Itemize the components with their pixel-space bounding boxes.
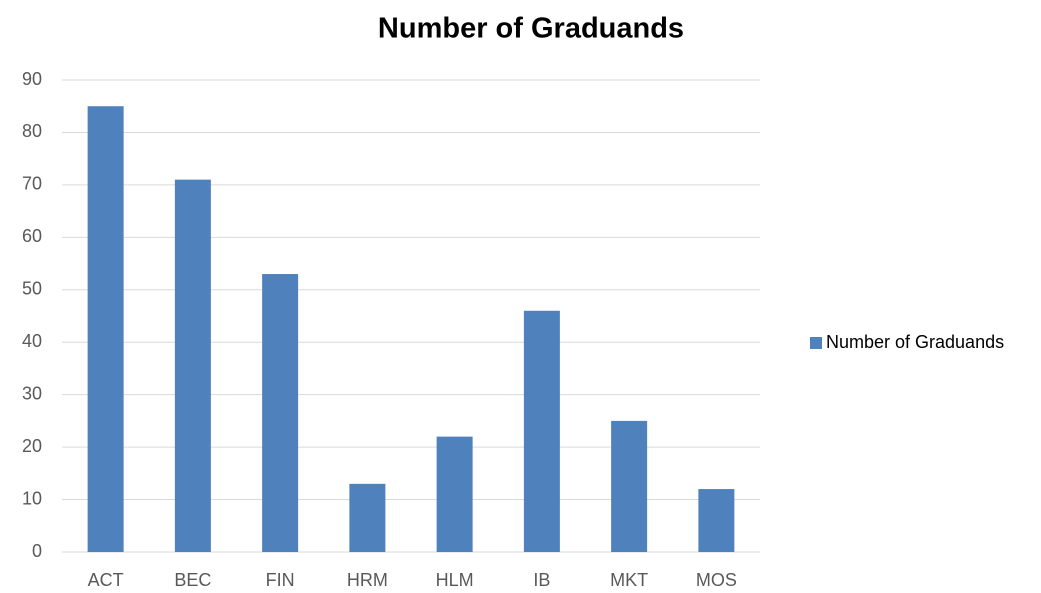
bar [611,420,648,552]
y-tick-label: 20 [22,436,42,456]
chart-title: Number of Graduands [378,13,684,45]
x-tick-label: ACT [88,570,124,590]
bar [262,274,299,552]
y-tick-label: 40 [22,331,42,351]
x-tick-label: HRM [347,570,388,590]
y-tick-label: 0 [32,541,42,561]
y-tick-label: 30 [22,383,42,403]
bar [523,310,560,552]
bar [698,489,735,552]
y-tick-label: 10 [22,488,42,508]
bar [174,179,211,552]
y-tick-label: 50 [22,279,42,299]
x-tick-label: IB [533,570,550,590]
x-tick-label: MOS [696,570,737,590]
bar [87,106,124,552]
x-tick-label: HLM [436,570,474,590]
y-tick-label: 80 [22,121,42,141]
bar [436,436,473,552]
x-tick-label: FIN [266,570,295,590]
y-tick-label: 90 [22,69,42,89]
x-tick-label: BEC [174,570,211,590]
x-tick-label: MKT [610,570,648,590]
y-tick-label: 70 [22,174,42,194]
y-tick-label: 60 [22,226,42,246]
legend-label: Number of Graduands [826,332,1004,352]
legend-swatch [810,337,822,349]
bar [349,483,386,552]
